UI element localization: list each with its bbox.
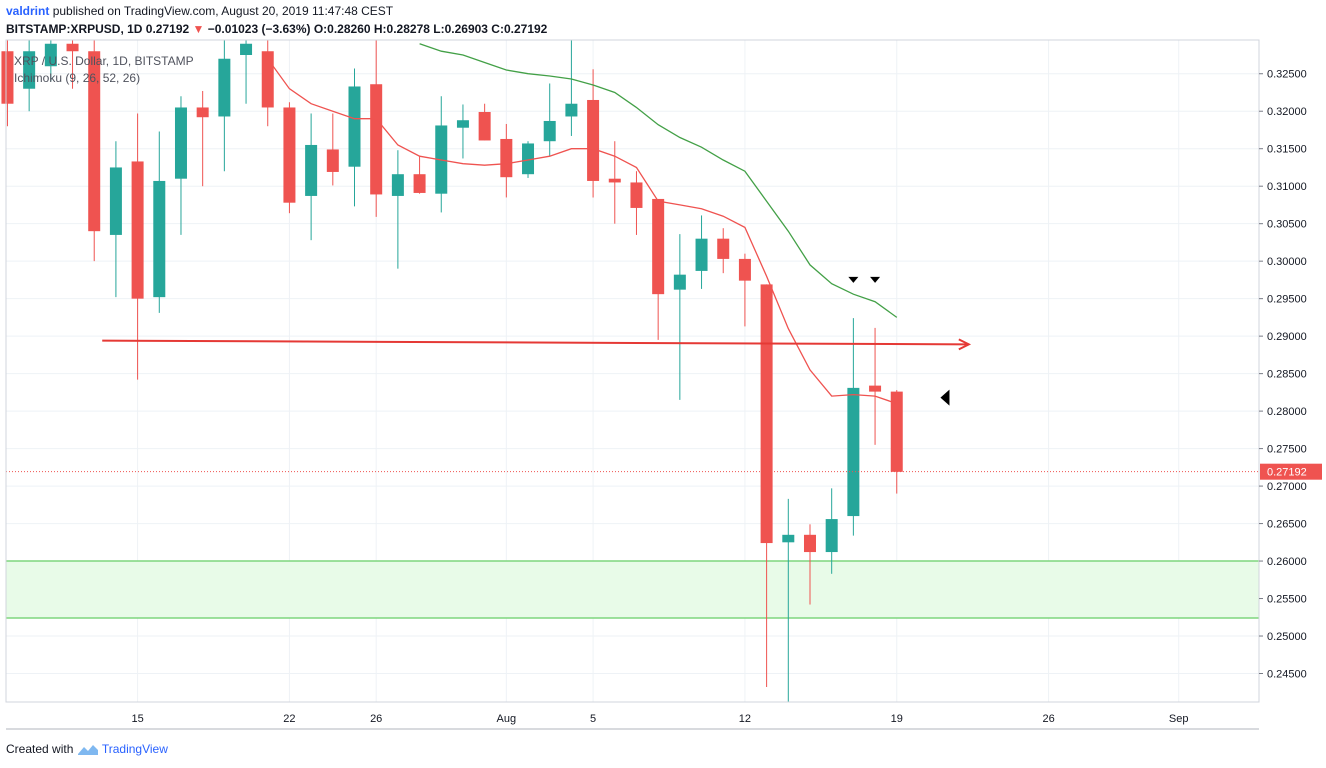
candle-body [196,107,209,118]
candle-body [608,178,621,183]
candle-body [348,86,361,167]
candle-body [587,99,600,181]
candle-body [305,144,318,196]
axes: 0.32500 0.32000 0.31500 0.31000 0.30500 0.300… [5,39,1322,730]
x-tick-label: Sep [1169,713,1189,725]
y-tick-label: 0.28500 [1267,369,1307,381]
resistance-arrowhead [958,338,972,351]
candle-body [717,238,730,259]
candle-body [478,111,491,141]
candle-body [109,167,122,235]
candle-body [673,274,686,290]
candle-body [218,58,231,117]
left-triangle-marker [940,389,950,406]
y-tick-label: 0.27500 [1267,444,1307,456]
y-tick-label: 0.31500 [1267,144,1307,156]
candle-body [153,180,166,298]
series-legend: XRP / U.S. Dollar, 1D, BITSTAMP [14,54,194,68]
candle-body [803,534,816,553]
candle-body [782,534,795,543]
candle-body [131,161,144,299]
candle-body [565,103,578,117]
candle-body [23,51,36,89]
y-tick-label: 0.24500 [1267,669,1307,681]
candle-body [66,43,79,52]
candle-body [522,143,535,175]
y-tick-label: 0.26500 [1267,519,1307,531]
indicator-legend[interactable]: Ichimoku (9, 26, 52, 26) [14,71,141,85]
candle-body [543,120,556,142]
created-with-text: Created with [6,742,74,756]
candle-body [283,107,296,203]
candle-body [1,51,14,104]
support-zone-fill [6,561,1259,619]
candle-bodies [1,43,903,553]
y-tick-label: 0.29500 [1267,294,1307,306]
y-tick-label: 0.30000 [1267,256,1307,268]
candle-body [890,391,903,472]
candle-body [760,284,773,544]
y-tick-label: 0.29000 [1267,331,1307,343]
x-tick-label: Aug [497,713,517,725]
candle-body [869,385,882,392]
down-arrow-icon: ▼ [192,22,205,36]
x-tick-label: 26 [1042,713,1054,725]
down-triangle-marker [870,276,881,283]
ohlc-text: O:0.28260 H:0.28278 L:0.26903 C:0.27192 [313,22,548,36]
x-tick-label: 5 [590,713,596,725]
down-triangle-marker [848,276,859,283]
candle-body [456,120,469,128]
tradingview-logo-icon [77,744,98,755]
annotations [6,276,1259,473]
candle-body [847,387,860,517]
y-tick-label: 0.26000 [1267,556,1307,568]
support-zone [6,560,1259,619]
candle-body [391,174,404,196]
y-tick-label: 0.25000 [1267,631,1307,643]
candle-body [44,43,57,67]
x-tick-label: 26 [370,713,382,725]
candle-body [326,149,339,172]
candle-body [413,174,426,193]
candle-body [240,43,253,55]
symbol-info: BITSTAMP:XRPUSD, 1D 0.27192 ▼ −0.01023 (… [6,22,547,36]
publish-info: valdrint published on TradingView.com, A… [6,4,393,18]
resistance-line [102,339,969,346]
x-tick-label: 15 [131,713,143,725]
candle-body [630,182,643,208]
base-line [419,43,898,318]
candle-body [738,258,751,281]
candle-body [88,51,101,232]
published-text: published on TradingView.com, August 20,… [52,4,394,18]
y-tick-label: 0.32500 [1267,69,1307,81]
y-tick-label: 0.27000 [1267,481,1307,493]
x-tick-label: 12 [739,713,751,725]
candle-body [695,238,708,271]
candle-body [652,198,665,295]
author-link[interactable]: valdrint [6,4,50,18]
y-tick-label: 0.28000 [1267,406,1307,418]
candle-body [261,51,274,108]
y-tick-label: 0.31000 [1267,181,1307,193]
y-tick-label: 0.32000 [1267,106,1307,118]
plot-border [5,39,1260,703]
tradingview-link[interactable]: TradingView [101,742,168,756]
last-price-label: 0.27192 [1267,467,1307,479]
change-text: −0.01023 (−3.63%) [207,22,311,36]
footer: Created with TradingView [6,742,168,756]
last-price-badge [1260,463,1322,480]
candle-body [174,107,187,179]
x-tick-label: 22 [283,713,295,725]
ichimoku-lines [267,43,898,405]
y-tick-label: 0.30500 [1267,219,1307,231]
x-tick-label: 19 [891,713,903,725]
symbol-text: BITSTAMP:XRPUSD, 1D 0.27192 [6,22,190,36]
candle-body [370,84,383,195]
candle-body [500,138,513,178]
conversion-line [267,58,898,405]
candle-body [825,519,838,553]
y-tick-label: 0.25500 [1267,594,1307,606]
